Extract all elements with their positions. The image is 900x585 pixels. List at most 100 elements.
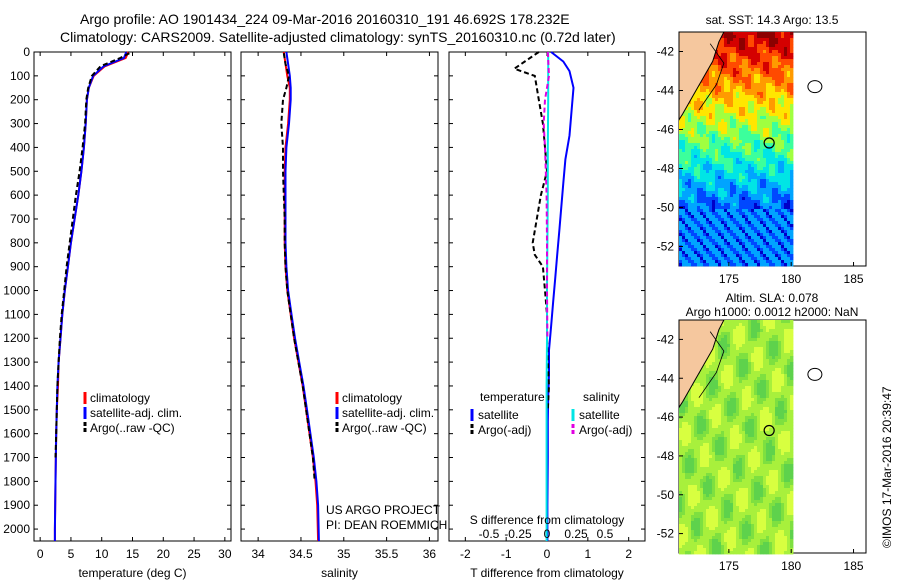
map-cell <box>754 260 757 263</box>
map-cell <box>751 254 754 257</box>
map-cell <box>748 182 751 185</box>
map-cell <box>760 128 763 131</box>
map-cell <box>766 338 769 341</box>
map-cell <box>691 167 694 170</box>
map-cell <box>763 386 766 389</box>
map-cell <box>712 68 715 71</box>
map-cell <box>787 455 790 458</box>
map-cell <box>694 104 697 107</box>
map-cell <box>784 323 787 326</box>
map-cell <box>718 380 721 383</box>
map-cell <box>787 197 790 200</box>
map-cell <box>790 419 793 422</box>
map-cell <box>694 242 697 245</box>
map-cell <box>778 239 781 242</box>
map-cell <box>694 431 697 434</box>
map-cell <box>703 371 706 374</box>
map-cell <box>775 329 778 332</box>
map-cell <box>709 140 712 143</box>
map-cell <box>790 197 793 200</box>
map-cell <box>766 356 769 359</box>
map-cell <box>712 185 715 188</box>
map-cell <box>754 365 757 368</box>
map-cell <box>769 245 772 248</box>
map-cell <box>739 65 742 68</box>
map-cell <box>745 140 748 143</box>
map-cell <box>754 446 757 449</box>
map-cell <box>682 179 685 182</box>
map-cell <box>739 398 742 401</box>
map-cell <box>727 167 730 170</box>
map-cell <box>781 251 784 254</box>
map-cell <box>739 140 742 143</box>
map-cell <box>745 404 748 407</box>
map-cell <box>706 377 709 380</box>
map-cell <box>724 224 727 227</box>
map-cell <box>721 344 724 347</box>
map-cell <box>781 209 784 212</box>
map-cell <box>742 74 745 77</box>
map-cell <box>697 215 700 218</box>
map-cell <box>724 383 727 386</box>
map-cell <box>718 395 721 398</box>
map-cell <box>745 122 748 125</box>
map-cell <box>745 257 748 260</box>
map-cell <box>736 227 739 230</box>
map-cell <box>727 176 730 179</box>
map-cell <box>715 233 718 236</box>
map-cell <box>787 350 790 353</box>
map-cell <box>700 116 703 119</box>
map-cell <box>730 431 733 434</box>
map-cell <box>787 158 790 161</box>
map-cell <box>724 353 727 356</box>
map-cell <box>736 344 739 347</box>
map-cell <box>739 359 742 362</box>
map-cell <box>679 209 682 212</box>
map-cell <box>739 371 742 374</box>
map-cell <box>742 212 745 215</box>
map-cell <box>682 152 685 155</box>
map-cell <box>691 134 694 137</box>
map-cell <box>745 101 748 104</box>
map-cell <box>754 89 757 92</box>
map-cell <box>727 212 730 215</box>
map-cell <box>781 122 784 125</box>
map-cell <box>733 320 736 323</box>
map-cell <box>733 365 736 368</box>
map-cell <box>778 89 781 92</box>
map-cell <box>730 161 733 164</box>
map-cell <box>778 410 781 413</box>
map-cell <box>682 410 685 413</box>
map-cell <box>697 227 700 230</box>
map-cell <box>733 338 736 341</box>
map-cell <box>778 401 781 404</box>
map-cell <box>739 368 742 371</box>
map-cell <box>688 212 691 215</box>
map-cell <box>742 371 745 374</box>
map-cell <box>790 326 793 329</box>
map-cell <box>733 194 736 197</box>
map-cell <box>778 173 781 176</box>
map-cell <box>769 428 772 431</box>
map-cell <box>790 380 793 383</box>
map-cell <box>739 248 742 251</box>
map-cell <box>775 161 778 164</box>
map-cell <box>730 332 733 335</box>
map-cell <box>748 80 751 83</box>
map-cell <box>766 203 769 206</box>
map-cell <box>787 212 790 215</box>
map-cell <box>688 416 691 419</box>
map-cell <box>724 41 727 44</box>
map-cell <box>766 83 769 86</box>
map-cell <box>784 245 787 248</box>
map-cell <box>694 452 697 455</box>
map-cell <box>703 413 706 416</box>
map-cell <box>739 35 742 38</box>
map-cell <box>751 170 754 173</box>
map-cell <box>778 368 781 371</box>
map-cell <box>787 398 790 401</box>
map-cell <box>757 431 760 434</box>
map-cell <box>742 188 745 191</box>
map-cell <box>706 104 709 107</box>
